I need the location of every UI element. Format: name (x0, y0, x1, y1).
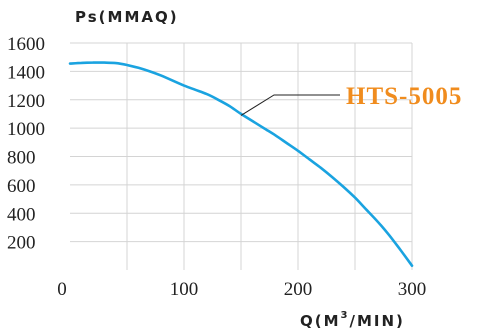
x-tick-label: 300 (398, 279, 427, 300)
y-axis-label: Ps(MMAQ) (75, 8, 179, 26)
x-axis-label-tail: /MIN) (350, 312, 405, 330)
series-label-hts-5005: HTS-5005 (346, 83, 462, 110)
series-line-hts-5005 (68, 61, 414, 267)
x-tick-label: 0 (57, 279, 67, 300)
x-axis-label-main: Q(M (300, 312, 341, 330)
x-tick-labels: 0 100 200 300 (57, 279, 426, 300)
y-tick-label: 200 (7, 233, 36, 254)
x-axis-label-superscript: 3 (341, 310, 350, 321)
y-tick-label: 1600 (7, 34, 45, 55)
grid-lines (70, 42, 413, 270)
y-tick-label: 800 (7, 148, 36, 169)
x-axis-label: Q(M3/MIN) (300, 310, 405, 330)
x-tick-label: 200 (284, 279, 313, 300)
y-tick-label: 1200 (7, 91, 45, 112)
y-tick-label: 1000 (7, 119, 45, 140)
y-tick-label: 400 (7, 204, 36, 225)
x-tick-label: 100 (170, 279, 199, 300)
y-tick-label: 600 (7, 176, 36, 197)
series-leader-line (240, 94, 340, 116)
y-tick-labels: 200 400 600 800 1000 1200 1400 1600 (7, 34, 45, 254)
y-tick-label: 1400 (7, 62, 45, 83)
